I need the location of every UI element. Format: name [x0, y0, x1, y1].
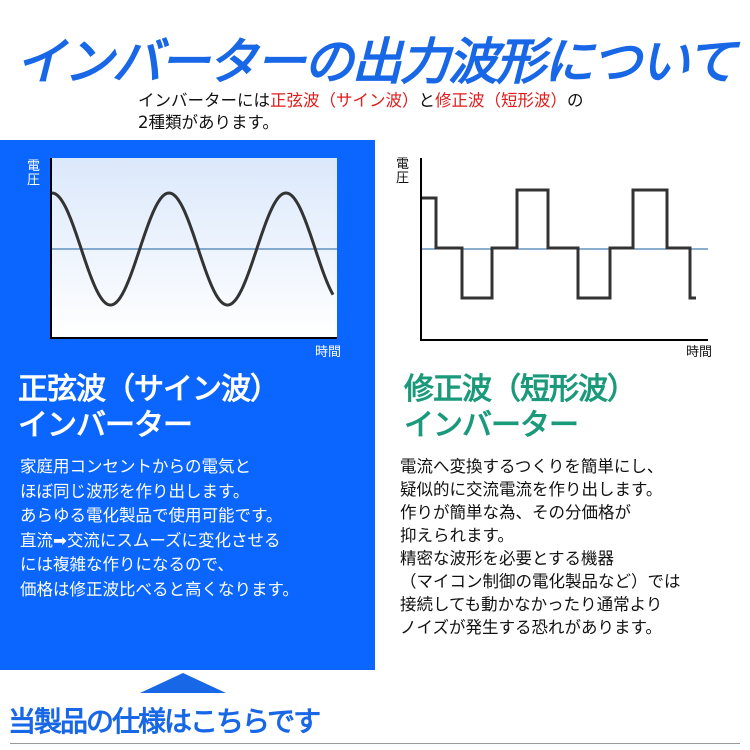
desc-line: 家庭用コンセントからの電気と	[20, 457, 251, 476]
intro-part: と	[418, 91, 436, 110]
desc-line: あらゆる電化製品で使用可能です。	[20, 506, 283, 525]
intro-part: の	[567, 91, 584, 110]
desc-line: 疑似的に交流電流を作り出します。	[400, 480, 663, 499]
square-y-label: 電圧	[396, 157, 410, 186]
sine-chart-bg	[51, 158, 337, 338]
sine-heading-1: 正弦波（サイン波）	[18, 372, 280, 407]
waveform-diagrams	[50, 158, 708, 341]
intro-text: インバーターには正弦波（サイン波）と修正波（短形波）の 2種類があります。	[138, 90, 584, 134]
square-axes	[420, 158, 708, 341]
intro-line2: 2種類があります。	[138, 113, 279, 132]
divider	[10, 743, 740, 744]
intro-modified: 修正波（短形波）	[435, 91, 567, 110]
sine-x-label: 時間	[315, 345, 342, 360]
desc-line: （マイコン制御の電化製品など）では	[400, 572, 681, 591]
desc-line: ノイズが発生する恐れがあります。	[400, 618, 662, 637]
sine-axes	[50, 158, 337, 339]
square-x-label: 時間	[686, 345, 713, 360]
page-title: インバーターの出力波形について	[15, 33, 737, 91]
sine-heading-2: インバーター	[18, 408, 193, 443]
desc-line: 電流へ変換するつくりを簡単にし、	[400, 457, 664, 476]
desc-line: 価格は修正波比べると高くなります。	[20, 579, 299, 599]
intro-part: インバーターには	[138, 91, 270, 110]
desc-line: ほぼ同じ波形を作り出します。	[20, 481, 250, 501]
square-heading-1: 修正波（短形波）	[404, 372, 637, 407]
desc-line: 接続しても動かなかったり通常より	[400, 595, 663, 614]
spec-link[interactable]: 当製品の仕様はこちらです	[8, 705, 321, 738]
up-arrow-icon	[140, 673, 226, 693]
desc-line: 作りが簡単な為、その分価格が	[400, 503, 631, 522]
square-heading-2: インバーター	[404, 408, 579, 443]
square-heading: 修正波（短形波） インバーター	[404, 372, 637, 444]
square-description: 電流へ変換するつくりを簡単にし、 疑似的に交流電流を作り出します。 作りが簡単な…	[400, 455, 681, 639]
desc-line: 直流➡交流にスムーズに変化させる	[20, 530, 281, 550]
sine-heading: 正弦波（サイン波） インバーター	[18, 372, 280, 444]
sine-y-label: 電圧	[27, 159, 41, 188]
desc-line: 抑えられます。	[400, 526, 514, 545]
square-wave	[421, 188, 696, 300]
desc-line: 精密な波形を必要とする機器	[400, 549, 615, 568]
desc-line: には複雑な作りになるので、	[20, 555, 234, 574]
intro-sine: 正弦波（サイン波）	[270, 91, 419, 110]
sine-wave	[51, 191, 335, 307]
sine-description: 家庭用コンセントからの電気と ほぼ同じ波形を作り出します。 あらゆる電化製品で使…	[20, 455, 299, 602]
